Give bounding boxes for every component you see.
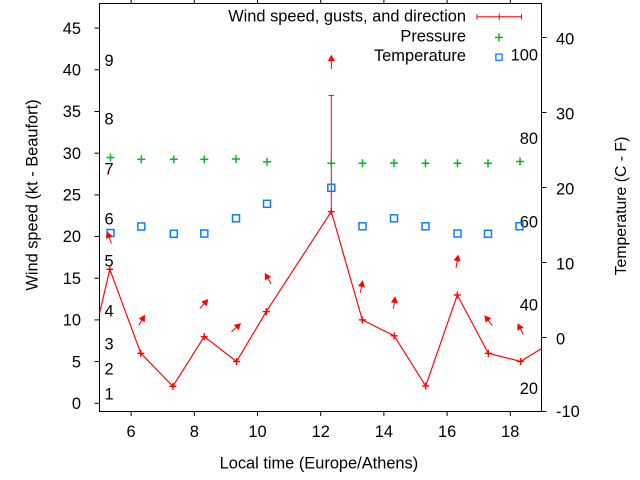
svg-text:Wind speed, gusts, and directi: Wind speed, gusts, and direction <box>228 8 466 26</box>
svg-text:2: 2 <box>105 361 114 379</box>
svg-text:5: 5 <box>72 353 81 371</box>
svg-text:7: 7 <box>105 161 114 179</box>
svg-text:0: 0 <box>72 395 81 413</box>
svg-text:30: 30 <box>63 145 81 163</box>
svg-text:18: 18 <box>501 423 519 441</box>
svg-text:4: 4 <box>105 302 114 320</box>
svg-text:40: 40 <box>63 62 81 80</box>
svg-text:40: 40 <box>520 297 538 315</box>
svg-text:Temperature (C - F): Temperature (C - F) <box>613 137 630 276</box>
svg-text:0: 0 <box>556 331 565 349</box>
svg-text:Local time (Europe/Athens): Local time (Europe/Athens) <box>220 455 419 473</box>
svg-text:Wind speed (kt - Beaufort): Wind speed (kt - Beaufort) <box>24 99 42 290</box>
svg-text:12: 12 <box>312 423 330 441</box>
svg-text:10: 10 <box>63 312 81 330</box>
svg-text:3: 3 <box>105 336 114 354</box>
svg-text:5: 5 <box>105 252 114 270</box>
svg-text:-10: -10 <box>556 403 580 421</box>
svg-text:30: 30 <box>556 106 574 124</box>
svg-text:8: 8 <box>190 423 199 441</box>
svg-text:Temperature: Temperature <box>374 47 466 65</box>
svg-text:45: 45 <box>63 20 81 38</box>
svg-text:20: 20 <box>520 380 538 398</box>
svg-text:40: 40 <box>556 31 574 49</box>
svg-text:15: 15 <box>63 270 81 288</box>
svg-text:60: 60 <box>520 213 538 231</box>
svg-text:20: 20 <box>556 181 574 199</box>
svg-text:6: 6 <box>105 211 114 229</box>
svg-text:9: 9 <box>105 52 114 70</box>
svg-text:25: 25 <box>63 187 81 205</box>
svg-text:14: 14 <box>375 423 393 441</box>
svg-text:10: 10 <box>556 256 574 274</box>
svg-text:100: 100 <box>511 47 538 65</box>
svg-text:6: 6 <box>127 423 136 441</box>
svg-text:35: 35 <box>63 103 81 121</box>
svg-text:8: 8 <box>105 111 114 129</box>
svg-text:16: 16 <box>438 423 456 441</box>
svg-text:10: 10 <box>248 423 266 441</box>
svg-text:20: 20 <box>63 228 81 246</box>
svg-text:Pressure: Pressure <box>400 27 466 45</box>
svg-text:1: 1 <box>105 386 114 404</box>
svg-text:80: 80 <box>520 130 538 148</box>
